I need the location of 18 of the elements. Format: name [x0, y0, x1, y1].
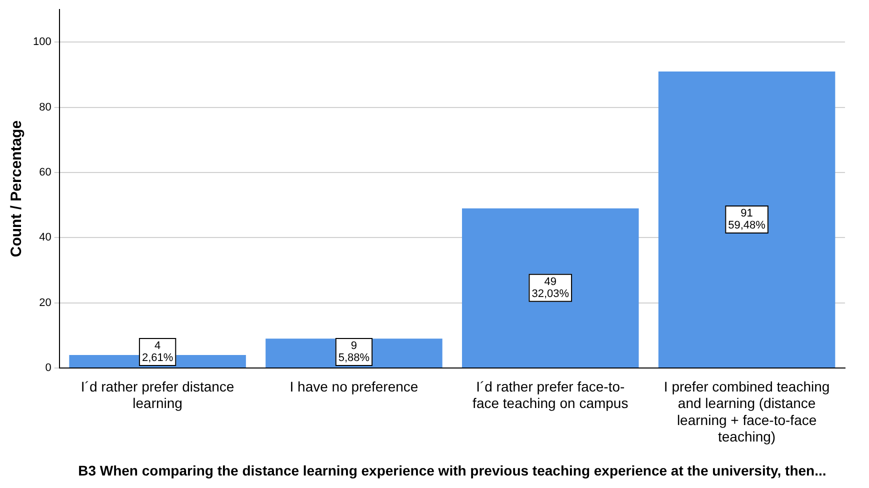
x-tick-label: I prefer combined teaching and learning (distance learning + face-to-face teaching): [664, 378, 830, 445]
bar: [658, 72, 836, 368]
data-label: 49 32,03%: [532, 276, 570, 300]
x-tick-label: I´d rather prefer distance learning: [80, 378, 234, 412]
y-tick-label: 40: [39, 232, 52, 244]
y-tick-label: 100: [32, 36, 52, 48]
y-tick-label: 80: [39, 101, 52, 114]
y-tick-label: 20: [39, 296, 52, 309]
y-tick-label: 0: [45, 362, 52, 374]
x-tick-label: I´d rather prefer face-to-face teaching on campus: [472, 378, 628, 412]
x-axis-title: B3 When comparing the distance learning experience with previous teaching experience at the university, then...: [78, 462, 826, 478]
data-label: 91 59,48%: [728, 208, 766, 232]
y-axis-title: Count / Percentage: [8, 120, 26, 258]
bar: [462, 208, 639, 368]
y-tick-label: 60: [39, 166, 52, 179]
data-label: 9 5,88%: [338, 340, 370, 364]
data-label: 4 2,61%: [142, 340, 174, 364]
x-tick-label: I have no preference: [290, 378, 418, 394]
